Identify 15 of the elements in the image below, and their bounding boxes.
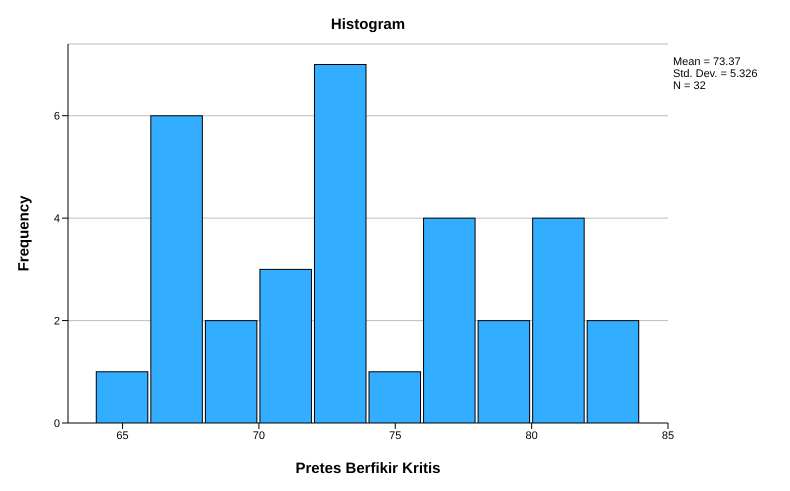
y-tick-label: 4 bbox=[54, 213, 60, 226]
text: Mean = 73.37 bbox=[673, 56, 742, 68]
chart-title: Histogram bbox=[330, 16, 406, 33]
y-axis-title: Frequency bbox=[15, 194, 32, 272]
x-tick-label: 80 bbox=[526, 430, 538, 442]
x-tick-label: 85 bbox=[662, 430, 674, 442]
x-tick-label: 65 bbox=[116, 430, 129, 442]
y-tick-label: 2 bbox=[54, 315, 60, 328]
text: Std. Dev. = 5.326 bbox=[673, 68, 758, 80]
x-tick-label: 75 bbox=[389, 430, 402, 442]
y-tick-label: 6 bbox=[54, 110, 60, 123]
text: N = 32 bbox=[673, 80, 707, 92]
y-tick-label: 0 bbox=[54, 418, 60, 430]
x-axis-title: Pretes Berfikir Kritis bbox=[295, 460, 441, 477]
x-tick-label: 70 bbox=[252, 430, 266, 442]
